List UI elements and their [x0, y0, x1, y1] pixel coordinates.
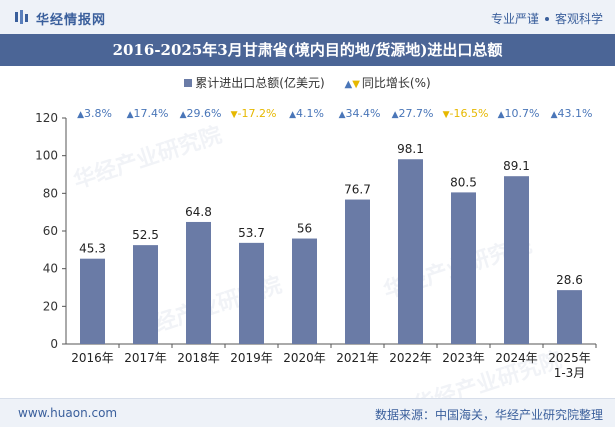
bar-value-label: 45.3 [79, 242, 106, 256]
footer: www.huaon.com 数据来源：中国海关，华经产业研究院整理 [0, 398, 615, 427]
bar [398, 159, 423, 344]
y-tick-label: 40 [43, 262, 58, 276]
slogan-1: 专业严谨 [490, 12, 539, 26]
x-tick-label: 2020年 [283, 351, 326, 365]
chart-legend: 累计进出口总额(亿美元) ▲▼ 同比增长(%) [0, 74, 615, 91]
growth-label: ▼-16.5% [443, 107, 489, 120]
x-tick-label: 2019年 [230, 351, 273, 365]
bar-value-label: 52.5 [132, 228, 159, 242]
bar [239, 242, 264, 344]
separator-dot [544, 16, 549, 21]
bar-value-label: 98.1 [397, 142, 424, 156]
bar [451, 192, 476, 344]
legend-bar-swatch [184, 79, 193, 87]
x-tick-label: 2025年 [548, 351, 591, 365]
legend-up-triangle-icon: ▲ [344, 79, 353, 90]
brand-name: 华经情报网 [36, 13, 107, 28]
x-tick-label: 2021年 [336, 351, 379, 365]
growth-label: ▲29.6% [180, 107, 222, 120]
x-tick-label: 1-3月 [554, 366, 586, 380]
bar [186, 221, 211, 344]
bar [557, 290, 582, 344]
bar-value-label: 64.8 [185, 205, 212, 219]
slogan-2: 客观科学 [554, 12, 603, 26]
y-tick-label: 20 [43, 299, 58, 313]
y-tick-label: 0 [50, 337, 58, 351]
huajing-logo-icon [15, 10, 28, 24]
growth-label: ▲17.4% [127, 107, 169, 120]
legend-bar-label: 累计进出口总额(亿美元) [195, 76, 325, 90]
bar [80, 258, 105, 344]
bar-value-label: 28.6 [556, 273, 583, 287]
chart-title: 2016-2025年3月甘肃省(境内目的地/货源地)进出口总额 [0, 34, 615, 66]
y-tick-label: 100 [35, 149, 58, 163]
growth-label: ▲27.7% [392, 107, 434, 120]
legend-bar-item: 累计进出口总额(亿美元) [184, 76, 325, 90]
growth-label: ▲43.1% [551, 107, 593, 120]
bar [133, 245, 158, 344]
growth-label: ▲3.8% [77, 107, 112, 120]
footer-source: 数据来源：中国海关，华经产业研究院整理 [374, 408, 603, 422]
bar [504, 176, 529, 344]
x-tick-label: 2023年 [442, 351, 485, 365]
bar [345, 199, 370, 344]
bar-value-label: 80.5 [450, 175, 477, 189]
legend-down-triangle-icon: ▼ [352, 79, 360, 90]
growth-label: ▲4.1% [289, 107, 324, 120]
bar [292, 238, 317, 344]
growth-label: ▼-17.2% [231, 107, 277, 120]
bar-value-label: 56 [297, 222, 312, 236]
x-tick-label: 2024年 [495, 351, 538, 365]
legend-growth-item: ▲▼ 同比增长(%) [345, 76, 431, 90]
top-right-slogans: 专业严谨 客观科学 [491, 10, 603, 27]
growth-label: ▲10.7% [498, 107, 540, 120]
bar-value-label: 76.7 [344, 183, 371, 197]
x-tick-label: 2017年 [124, 351, 167, 365]
footer-site: www.huaon.com [18, 406, 118, 420]
y-tick-label: 120 [35, 111, 58, 125]
bar-value-label: 53.7 [238, 226, 265, 240]
growth-label: ▲34.4% [339, 107, 381, 120]
legend-growth-label: 同比增长(%) [361, 76, 431, 90]
x-tick-label: 2016年 [71, 351, 114, 365]
top-bar: 华经情报网 专业严谨 客观科学 [0, 0, 615, 34]
y-tick-label: 80 [43, 186, 58, 200]
x-tick-label: 2018年 [177, 351, 220, 365]
x-tick-label: 2022年 [389, 351, 432, 365]
y-tick-label: 60 [43, 224, 58, 238]
bar-value-label: 89.1 [503, 159, 530, 173]
